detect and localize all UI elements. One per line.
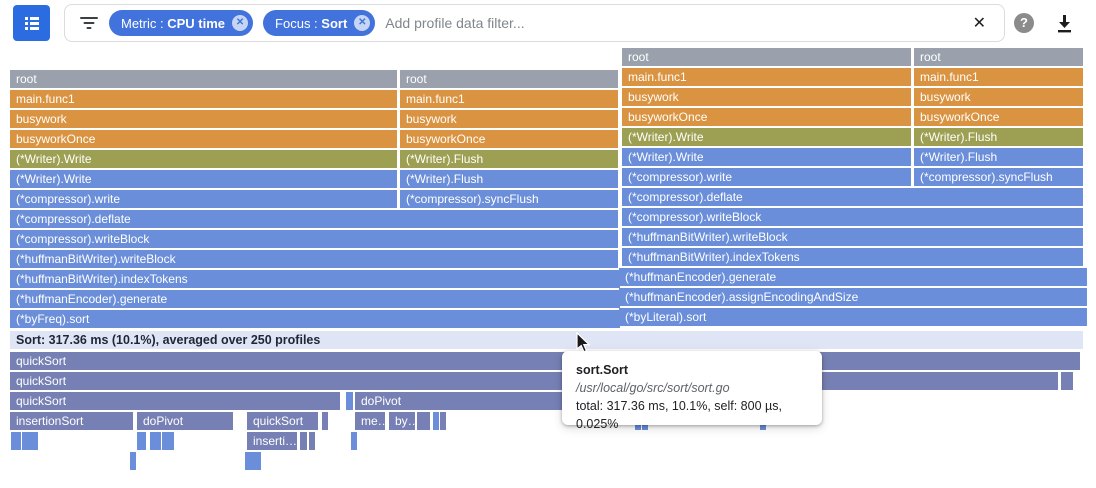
flame-cell[interactable] (417, 412, 430, 430)
tooltip-source-path: /usr/local/go/src/sort/sort.go (576, 381, 730, 396)
frame-busywork[interactable]: busywork (10, 110, 397, 128)
flame-cell[interactable] (32, 432, 38, 450)
flame-cell[interactable] (27, 432, 33, 450)
frame-sort-317-36-ms-10-1-averaged-over-250-profiles[interactable]: Sort: 317.36 ms (10.1%), averaged over 2… (10, 331, 1083, 349)
frame-writer-write[interactable]: (*Writer).Write (622, 128, 911, 146)
frame-insertionsort[interactable]: insertionSort (10, 412, 133, 430)
flame-cell[interactable] (351, 432, 357, 450)
chip-text: Focus : Sort (275, 15, 348, 31)
frame-compressor-write[interactable]: (*compressor).write (10, 190, 397, 208)
clear-filters-icon[interactable]: ✕ (972, 15, 986, 32)
frame-huffmanbitwriter-indextokens[interactable]: (*huffmanBitWriter).indexTokens (622, 248, 1083, 266)
frame-byliteral-sort[interactable]: (*byLiteral).sort (619, 308, 1087, 326)
frame-huffmanbitwriter-writeblock[interactable]: (*huffmanBitWriter).writeBlock (10, 250, 618, 268)
frame-busyworkonce[interactable]: busyworkOnce (400, 130, 618, 148)
frame-compressor-write[interactable]: (*compressor).write (622, 168, 911, 186)
download-icon (1058, 15, 1071, 33)
frame-compressor-syncflush[interactable]: (*compressor).syncFlush (914, 168, 1083, 186)
flame-cell[interactable] (1061, 372, 1073, 390)
frame-root[interactable]: root (400, 70, 618, 88)
frame-compressor-deflate[interactable]: (*compressor).deflate (10, 210, 618, 228)
flame-cell[interactable] (168, 432, 174, 450)
filter-input[interactable] (385, 15, 955, 31)
frame-quicksort[interactable]: quickSort (247, 412, 318, 430)
frame-busywork[interactable]: busywork (400, 110, 618, 128)
frame-byfreq-sort[interactable]: (*byFreq).sort (10, 310, 620, 328)
profile-list-button[interactable] (13, 5, 50, 41)
download-button[interactable] (1053, 12, 1075, 34)
frame-writer-flush[interactable]: (*Writer).Flush (400, 170, 618, 188)
frame-by[interactable]: by… (389, 412, 415, 430)
frame-compressor-deflate[interactable]: (*compressor).deflate (622, 188, 1083, 206)
flame-cell[interactable] (130, 452, 136, 470)
filter-chip-focus[interactable]: Focus : Sort ✕ (263, 10, 376, 36)
frame-main-func1[interactable]: main.func1 (10, 90, 397, 108)
frame-busyworkonce[interactable]: busyworkOnce (10, 130, 397, 148)
flame-cell[interactable] (300, 432, 307, 450)
flame-cell[interactable] (346, 392, 353, 410)
frame-me[interactable]: me… (355, 412, 385, 430)
frame-tooltip: sort.Sort /usr/local/go/src/sort/sort.go… (562, 351, 822, 431)
frame-writer-flush[interactable]: (*Writer).Flush (914, 148, 1083, 166)
frame-main-func1[interactable]: main.func1 (914, 68, 1083, 86)
chip-text: Metric : CPU time (121, 15, 226, 31)
frame-root[interactable]: root (622, 48, 911, 66)
flame-cell[interactable] (255, 452, 261, 470)
frame-main-func1[interactable]: main.func1 (622, 68, 911, 86)
frame-writer-flush[interactable]: (*Writer).Flush (914, 128, 1083, 146)
frame-writer-write[interactable]: (*Writer).Write (10, 170, 397, 188)
flame-cell[interactable] (250, 452, 256, 470)
frame-huffmanencoder-assignencodingandsize[interactable]: (*huffmanEncoder).assignEncodingAndSize (619, 288, 1087, 306)
frame-root[interactable]: root (10, 70, 397, 88)
frame-huffmanencoder-generate[interactable]: (*huffmanEncoder).generate (10, 290, 620, 308)
frame-writer-flush[interactable]: (*Writer).Flush (400, 150, 618, 168)
view-list-icon (24, 17, 39, 30)
frame-busywork[interactable]: busywork (914, 88, 1083, 106)
help-icon[interactable]: ? (1014, 13, 1034, 33)
flame-cell[interactable] (137, 432, 146, 450)
flame-cell[interactable] (162, 432, 168, 450)
frame-main-func1[interactable]: main.func1 (400, 90, 618, 108)
frame-quicksort[interactable]: quickSort (10, 392, 340, 410)
flame-cell[interactable] (309, 432, 315, 450)
chip-remove-icon[interactable]: ✕ (354, 15, 371, 31)
mouse-cursor (576, 331, 592, 359)
frame-root[interactable]: root (914, 48, 1083, 66)
tooltip-function-name: sort.Sort (576, 363, 629, 377)
frame-quicksort[interactable]: quickSort (10, 352, 1080, 370)
flame-cell[interactable] (245, 452, 251, 470)
frame-quicksort[interactable]: quickSort (10, 372, 1058, 390)
frame-busywork[interactable]: busywork (622, 88, 911, 106)
tooltip-metrics: total: 317.36 ms, 10.1%, self: 800 µs, 0… (576, 399, 782, 432)
frame-huffmanencoder-generate[interactable]: (*huffmanEncoder).generate (619, 268, 1087, 286)
filter-list-icon (79, 13, 99, 33)
frame-compressor-syncflush[interactable]: (*compressor).syncFlush (400, 190, 618, 208)
flame-cell[interactable] (322, 412, 328, 430)
frame-compressor-writeblock[interactable]: (*compressor).writeBlock (622, 208, 1083, 226)
flame-cell[interactable] (440, 412, 446, 430)
frame-compressor-writeblock[interactable]: (*compressor).writeBlock (10, 230, 618, 248)
flame-cell[interactable] (433, 412, 439, 430)
flame-cell[interactable] (150, 432, 161, 450)
frame-huffmanbitwriter-indextokens[interactable]: (*huffmanBitWriter).indexTokens (10, 270, 620, 288)
frame-busyworkonce[interactable]: busyworkOnce (622, 108, 911, 126)
frame-inserti[interactable]: inserti… (247, 432, 297, 450)
frame-writer-write[interactable]: (*Writer).Write (622, 148, 911, 166)
toolbar: Metric : CPU time ✕ Focus : Sort ✕ ✕ ? (0, 0, 1096, 46)
filter-bar: Metric : CPU time ✕ Focus : Sort ✕ ✕ (64, 4, 1005, 42)
filter-chip-metric[interactable]: Metric : CPU time ✕ (109, 10, 254, 36)
flame-cell[interactable] (11, 432, 21, 450)
chip-remove-icon[interactable]: ✕ (232, 15, 249, 31)
flame-cell[interactable] (22, 432, 28, 450)
frame-huffmanbitwriter-writeblock[interactable]: (*huffmanBitWriter).writeBlock (622, 228, 1083, 246)
frame-writer-write[interactable]: (*Writer).Write (10, 150, 397, 168)
frame-busyworkonce[interactable]: busyworkOnce (914, 108, 1083, 126)
frame-dopivot[interactable]: doPivot (137, 412, 233, 430)
